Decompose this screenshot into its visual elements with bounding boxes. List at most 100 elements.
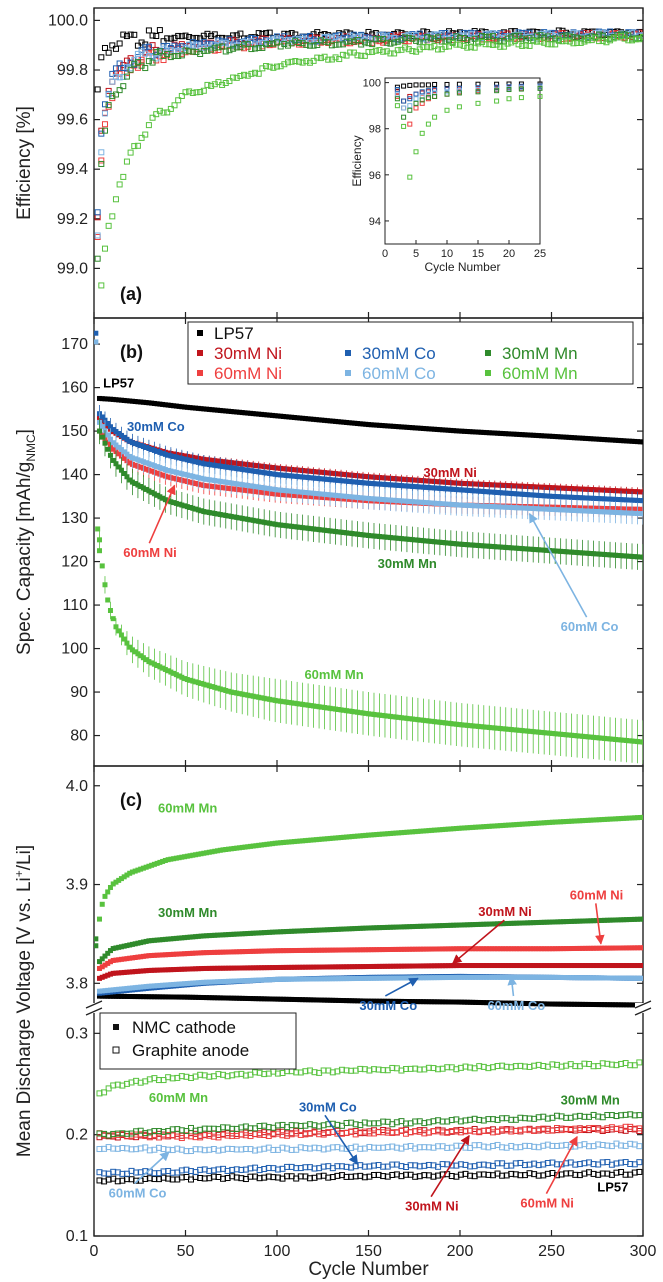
point-b-30mM-Co [516, 491, 522, 497]
point-a-60mM-Co [570, 30, 577, 37]
point-a-30mM-Mn [402, 34, 409, 41]
point-b-60mM-Mn [346, 708, 352, 714]
point-c-upper-LP57 [116, 993, 122, 999]
point-a-60mM-Mn [255, 70, 262, 77]
point-c-upper-60mM-Mn [267, 841, 273, 847]
point-b-30mM-Mn [256, 518, 262, 524]
point-c-upper-LP57 [135, 994, 141, 1000]
point-b-30mM-Co [151, 447, 157, 453]
point-b-30mM-Mn [245, 516, 251, 522]
point-b-LP57 [234, 409, 240, 415]
point-b-60mM-Mn [124, 640, 130, 646]
point-b-60mM-Co [462, 502, 468, 508]
point-b-30mM-Co [393, 482, 399, 488]
point-c-upper-60mM-Co [549, 974, 555, 980]
point-c-upper-60mM-Co [445, 975, 451, 981]
point-c-upper-60mM-Mn [327, 835, 333, 841]
point-c-upper-60mM-Ni [138, 954, 144, 960]
point-c-upper-60mM-Mn [239, 844, 245, 850]
point-b-30mM-Co [560, 494, 566, 500]
point-c-upper-30mM-Mn [379, 925, 385, 931]
point-a-30mM-Mn [186, 48, 193, 55]
point-c-upper-30mM-Mn [327, 927, 333, 933]
point-a-60mM-Co [105, 91, 112, 98]
point-b-60mM-Mn [363, 710, 369, 716]
point-c-upper-60mM-Mn [355, 833, 361, 839]
point-c-upper-30mM-Ni [319, 964, 325, 970]
point-a-60mM-Mn [365, 49, 372, 56]
point-c-upper-LP57 [514, 1000, 520, 1006]
point-b-60mM-Mn [478, 724, 484, 730]
point-b-60mM-Mn [462, 722, 468, 728]
point-b-60mM-Co [286, 488, 292, 494]
point-b-LP57 [110, 396, 116, 402]
point-c-upper-30mM-Ni [176, 966, 182, 972]
point-c-upper-60mM-Co [486, 974, 492, 980]
point-c-upper-60mM-Co [442, 975, 448, 981]
point-b-30mM-Mn [429, 538, 435, 544]
point-c-upper-30mM-Mn [201, 933, 207, 939]
point-b-30mM-Mn [511, 545, 517, 551]
point-b-60mM-Co [602, 509, 608, 515]
point-c-upper-60mM-Ni [256, 948, 262, 954]
point-b-LP57 [505, 431, 511, 437]
point-c-upper-60mM-Mn [96, 916, 102, 922]
point-c-upper-60mM-Mn [140, 865, 146, 871]
point-a-60mM-Ni [145, 49, 152, 56]
point-c-upper-60mM-Mn [492, 823, 498, 829]
point-c-upper-LP57 [495, 1000, 501, 1006]
point-c-upper-60mM-Ni [588, 945, 594, 951]
point-b-60mM-Mn [322, 705, 328, 711]
point-c-upper-60mM-Ni [629, 945, 635, 951]
point-c-upper-LP57 [429, 999, 435, 1005]
point-a-30mM-Mn [380, 36, 387, 43]
point-c-upper-60mM-Mn [522, 821, 528, 827]
point-a-60mM-Mn [219, 81, 226, 88]
point-c-upper-LP57 [569, 1001, 575, 1007]
point-b-30mM-Co [209, 462, 215, 468]
point-c-upper-30mM-Ni [563, 963, 569, 969]
point-c-upper-30mM-Ni [96, 975, 102, 981]
point-c-upper-60mM-Co [333, 976, 339, 982]
point-b-LP57 [165, 402, 171, 408]
point-c-upper-60mM-Ni [440, 946, 446, 952]
point-c-upper-30mM-Mn [549, 919, 555, 925]
point-c-upper-60mM-Ni [143, 953, 149, 959]
point-b-30mM-Co [253, 468, 259, 474]
point-b-30mM-Co [346, 478, 352, 484]
point-b-30mM-Mn [481, 543, 487, 549]
point-c-upper-LP57 [264, 996, 270, 1002]
point-c-upper-LP57 [220, 995, 226, 1001]
point-a-30mM-Mn [372, 35, 379, 42]
point-c-upper-60mM-Mn [275, 840, 281, 846]
point-c-upper-60mM-Ni [349, 947, 355, 953]
point-b-60mM-Ni [632, 506, 638, 512]
point-b-LP57 [440, 427, 446, 433]
point-c-upper-60mM-Co [286, 976, 292, 982]
point-c-upper-60mM-Ni [445, 946, 451, 952]
point-b-LP57 [300, 415, 306, 421]
point-b-30mM-Co [382, 481, 388, 487]
point-b-60mM-Mn [162, 666, 168, 672]
point-c-upper-60mM-Co [582, 975, 588, 981]
point-c-upper-60mM-Ni [313, 947, 319, 953]
point-b-30mM-Mn [585, 550, 591, 556]
point-b-LP57 [118, 397, 124, 403]
point-c-upper-60mM-Ni [182, 951, 188, 957]
point-b-30mM-Co [105, 420, 111, 426]
point-c-upper-30mM-Mn [558, 919, 564, 925]
point-c-upper-60mM-Co [313, 976, 319, 982]
point-c-upper-60mM-Ni [171, 951, 177, 957]
point-c-upper-30mM-Ni [418, 963, 424, 969]
point-b-30mM-Co [355, 479, 361, 485]
point-b-LP57 [549, 433, 555, 439]
point-b-60mM-Mn [484, 724, 490, 730]
point-b-30mM-Co [250, 468, 256, 474]
point-c-upper-60mM-Ni [393, 946, 399, 952]
point-b-30mM-Ni [571, 486, 577, 492]
point-b-30mM-Mn [182, 503, 188, 509]
point-c-upper-60mM-Co [478, 974, 484, 980]
point-b-30mM-Mn [110, 457, 116, 463]
point-b-60mM-Mn [582, 734, 588, 740]
point-a-30mM-Mn [570, 34, 577, 41]
